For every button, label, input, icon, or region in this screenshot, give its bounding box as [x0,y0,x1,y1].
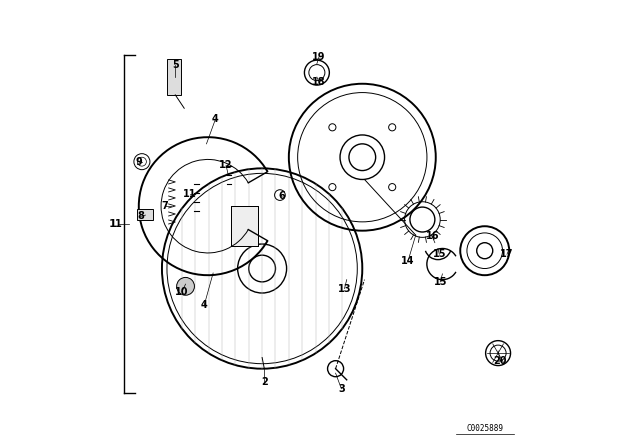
Bar [167,59,180,95]
Text: 5: 5 [172,60,179,69]
Text: 6: 6 [279,191,285,202]
Text: 1: 1 [109,219,117,229]
Text: 19: 19 [312,52,326,61]
Bar [138,209,154,220]
Text: 20: 20 [493,356,507,366]
Text: 14: 14 [401,255,415,266]
Text: 7: 7 [162,201,168,211]
Text: 13: 13 [338,284,351,293]
Text: 16: 16 [426,232,439,241]
Text: 18: 18 [312,78,326,87]
Text: 4: 4 [212,114,219,125]
Text: 2: 2 [261,377,268,387]
Text: 4: 4 [201,300,207,310]
Circle shape [177,277,195,295]
Text: 17: 17 [500,249,514,259]
Bar [231,206,258,246]
Text: 11: 11 [183,189,196,199]
Text: 15: 15 [433,249,446,259]
Text: 15: 15 [433,277,447,287]
Text: 12: 12 [220,160,233,170]
Text: 8: 8 [137,211,144,221]
Text: 10: 10 [175,287,189,297]
Text: 9: 9 [136,157,143,167]
Text: C0025889: C0025889 [466,424,503,433]
Text: 1: 1 [115,219,122,229]
Text: 3: 3 [338,384,345,394]
Bar [231,206,258,246]
